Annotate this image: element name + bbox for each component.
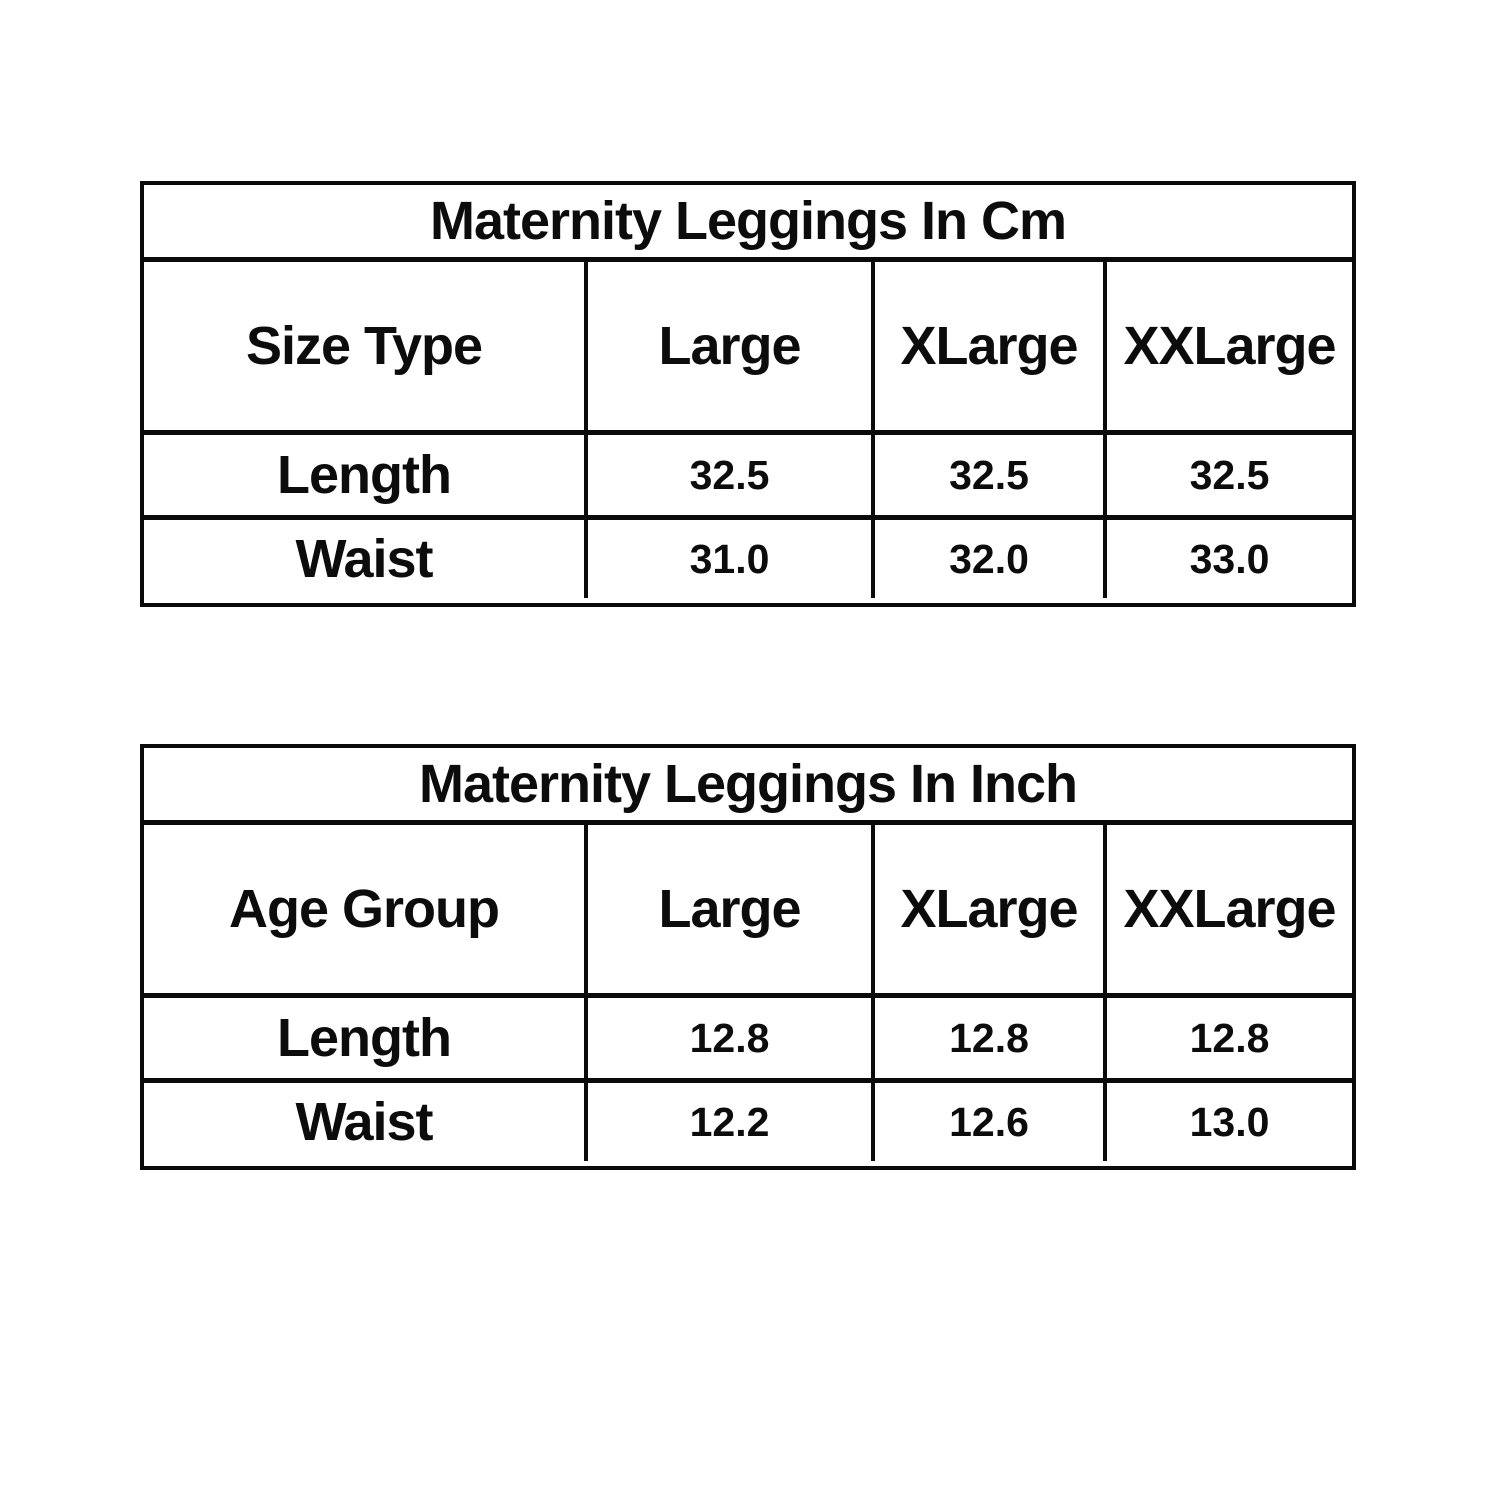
row-label-cell: Waist [295,1092,433,1152]
size-table-inch: Maternity Leggings In Inch Age Group Lar… [140,744,1356,1170]
table-row-waist: Waist 12.2 12.6 13.0 [144,1078,1352,1161]
header-cell-age-group: Age Group [229,879,500,939]
value-cell: 12.6 [871,1083,1103,1161]
row-label-cell: Length [277,445,452,505]
row-label-cell: Waist [295,529,433,589]
value-cell: 33.0 [1103,520,1352,598]
value-cell: 13.0 [1103,1083,1352,1161]
value-cell: 32.5 [584,435,871,515]
header-cell-size-type: Size Type [245,316,483,376]
value-cell: 32.0 [871,520,1103,598]
table-title: Maternity Leggings In Inch [144,748,1352,825]
header-cell-large: Large [584,825,871,993]
value-cell: 32.5 [1103,435,1352,515]
table-row-length: Length 12.8 12.8 12.8 [144,993,1352,1078]
value-cell: 12.8 [584,998,871,1078]
value-cell: 32.5 [871,435,1103,515]
header-cell-xlarge: XLarge [871,825,1103,993]
header-cell-xxlarge: XXLarge [1103,262,1352,430]
value-cell: 12.8 [1103,998,1352,1078]
row-label-cell: Length [277,1008,452,1068]
table-row-waist: Waist 31.0 32.0 33.0 [144,515,1352,598]
header-cell-large: Large [584,262,871,430]
table-title: Maternity Leggings In Cm [144,185,1352,262]
table-header-row: Size Type Large XLarge XXLarge [144,262,1352,430]
size-table-cm: Maternity Leggings In Cm Size Type Large… [140,181,1356,607]
table-row-length: Length 32.5 32.5 32.5 [144,430,1352,515]
header-cell-xlarge: XLarge [871,262,1103,430]
table-header-row: Age Group Large XLarge XXLarge [144,825,1352,993]
value-cell: 12.2 [584,1083,871,1161]
value-cell: 31.0 [584,520,871,598]
value-cell: 12.8 [871,998,1103,1078]
header-cell-xxlarge: XXLarge [1103,825,1352,993]
